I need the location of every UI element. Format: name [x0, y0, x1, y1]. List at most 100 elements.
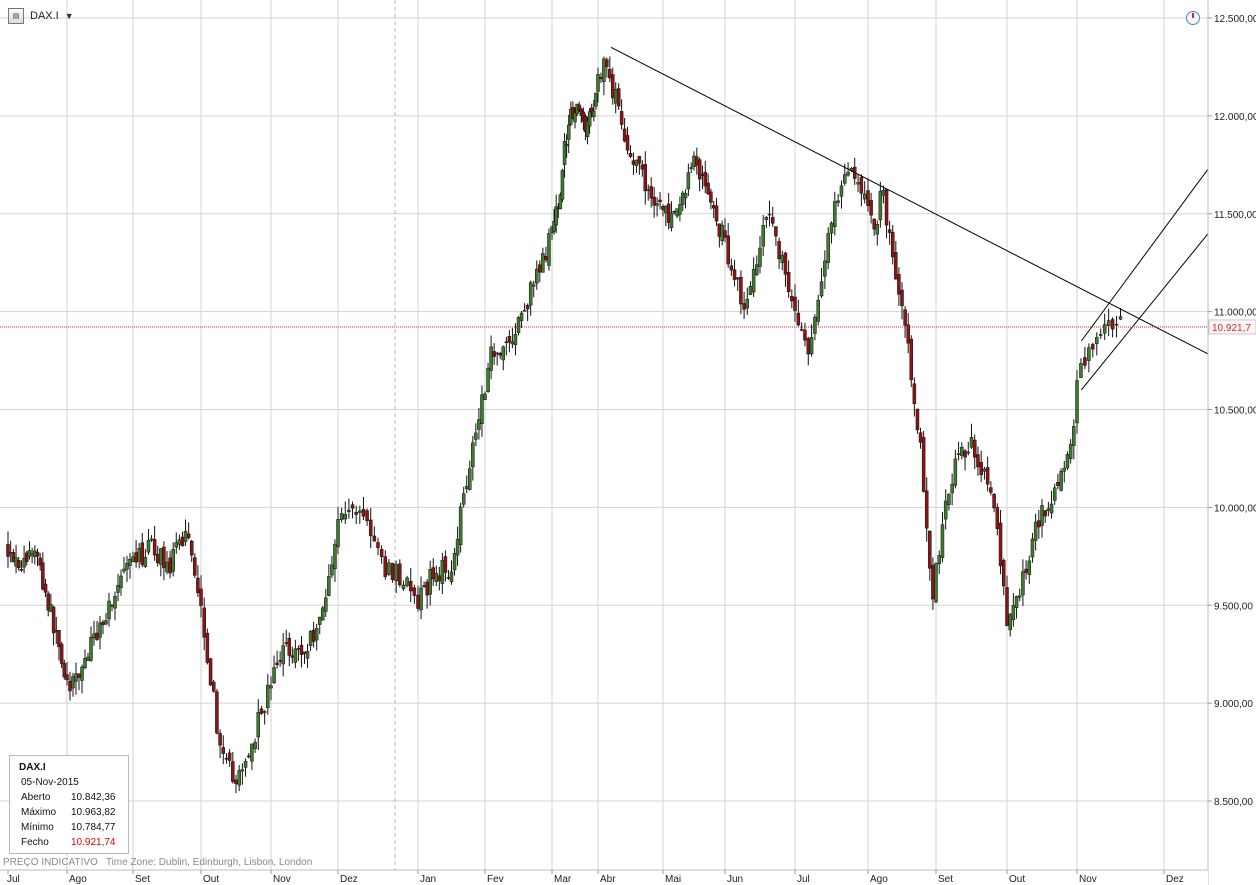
candle-down [703, 171, 708, 187]
candle-down [361, 509, 366, 517]
chevron-down-icon[interactable]: ▼ [64, 11, 74, 21]
candle-up [449, 571, 454, 583]
candle-down [376, 542, 380, 549]
candle-down [234, 779, 238, 785]
symbol-selector[interactable]: ▤ DAX.I ▼ [8, 6, 74, 26]
candle-up [558, 194, 563, 210]
x-tick-label: Nov [1079, 874, 1097, 885]
candle-up [519, 312, 524, 321]
candle-down [412, 587, 417, 596]
candle-down [155, 553, 160, 564]
candle-down [928, 530, 932, 569]
candle-up [856, 182, 860, 185]
candle-down [1110, 319, 1115, 330]
candle-down [1002, 560, 1006, 587]
candle-up [1049, 503, 1054, 514]
candle-up [516, 317, 521, 334]
candle-down [903, 309, 907, 326]
candle-up [327, 576, 331, 596]
candle-down [1043, 510, 1047, 517]
candle-down [287, 638, 292, 656]
candle-down [1056, 481, 1060, 486]
candle-down [783, 252, 788, 275]
x-tick-label: Jul [797, 874, 810, 885]
candle-down [695, 156, 699, 166]
candle-up [422, 585, 426, 587]
x-axis-panel[interactable] [0, 870, 1208, 885]
candle-up [1102, 324, 1107, 334]
candle-up [664, 205, 668, 214]
x-tick-label: Out [1009, 874, 1025, 885]
candle-down [611, 74, 615, 99]
candle-up [602, 58, 606, 82]
candle-down [383, 556, 388, 577]
candle-up [1075, 380, 1079, 424]
candle-up [1040, 505, 1044, 526]
info-label: Mínimo [21, 822, 54, 833]
y-axis-panel[interactable] [1208, 0, 1256, 885]
candle-up [92, 633, 96, 639]
plot-area[interactable] [0, 0, 1208, 870]
candle-up [477, 419, 481, 430]
candle-down [884, 188, 889, 226]
candle-down [6, 544, 10, 557]
candle-down [365, 510, 369, 522]
candle-up [336, 519, 340, 548]
clock-icon[interactable] [1186, 11, 1200, 25]
candle-down [65, 674, 69, 681]
candle-down [777, 241, 781, 260]
x-tick-label: Dez [340, 874, 358, 885]
candle-up [471, 442, 475, 468]
info-row-open: Aberto 10.842,36 [21, 792, 125, 806]
candle-down [619, 111, 624, 125]
candle-up [74, 673, 78, 682]
candle-up [343, 514, 348, 520]
candle-up [143, 556, 148, 567]
candle-down [368, 519, 373, 537]
candle-up [501, 346, 506, 361]
candle-down [1024, 568, 1028, 573]
candle-down [625, 135, 630, 151]
candle-up [146, 540, 151, 553]
candle-down [152, 539, 157, 556]
candle-up [1095, 337, 1099, 344]
candle-up [587, 111, 592, 127]
candle-up [308, 631, 313, 646]
candle-down [1005, 587, 1009, 626]
y-tick-label: 9.000,00 [1214, 699, 1253, 710]
candle-up [281, 645, 285, 665]
candlestick-series [6, 56, 1123, 794]
candle-down [622, 128, 627, 142]
candle-down [979, 461, 983, 476]
candle-down [246, 755, 251, 758]
candle-up [510, 341, 515, 345]
x-tick-label: Set [938, 874, 953, 885]
candle-down [726, 235, 730, 265]
y-tick-label: 12.500,00 [1214, 14, 1256, 25]
candle-up [358, 510, 362, 513]
candle-down [869, 200, 873, 216]
candle-up [585, 120, 590, 138]
candle-down [608, 68, 612, 79]
candle-down [62, 663, 67, 678]
symbol-label[interactable]: DAX.I [30, 10, 59, 22]
candle-down [628, 153, 633, 157]
candle-down [729, 265, 734, 271]
candle-down [897, 274, 901, 295]
candle-down [992, 494, 996, 509]
chart-symbol-icon[interactable]: ▤ [8, 8, 24, 24]
candle-up [455, 539, 460, 556]
candle-up [405, 577, 409, 586]
candle-down [859, 177, 864, 194]
candle-down [57, 629, 61, 648]
candle-down [963, 450, 967, 458]
candle-up [110, 604, 114, 607]
candle-down [658, 199, 662, 202]
candle-up [486, 367, 490, 392]
candle-up [317, 616, 322, 625]
candle-up [458, 506, 463, 546]
candle-up [634, 159, 639, 166]
candle-up [1059, 471, 1063, 491]
candle-up [243, 761, 248, 768]
